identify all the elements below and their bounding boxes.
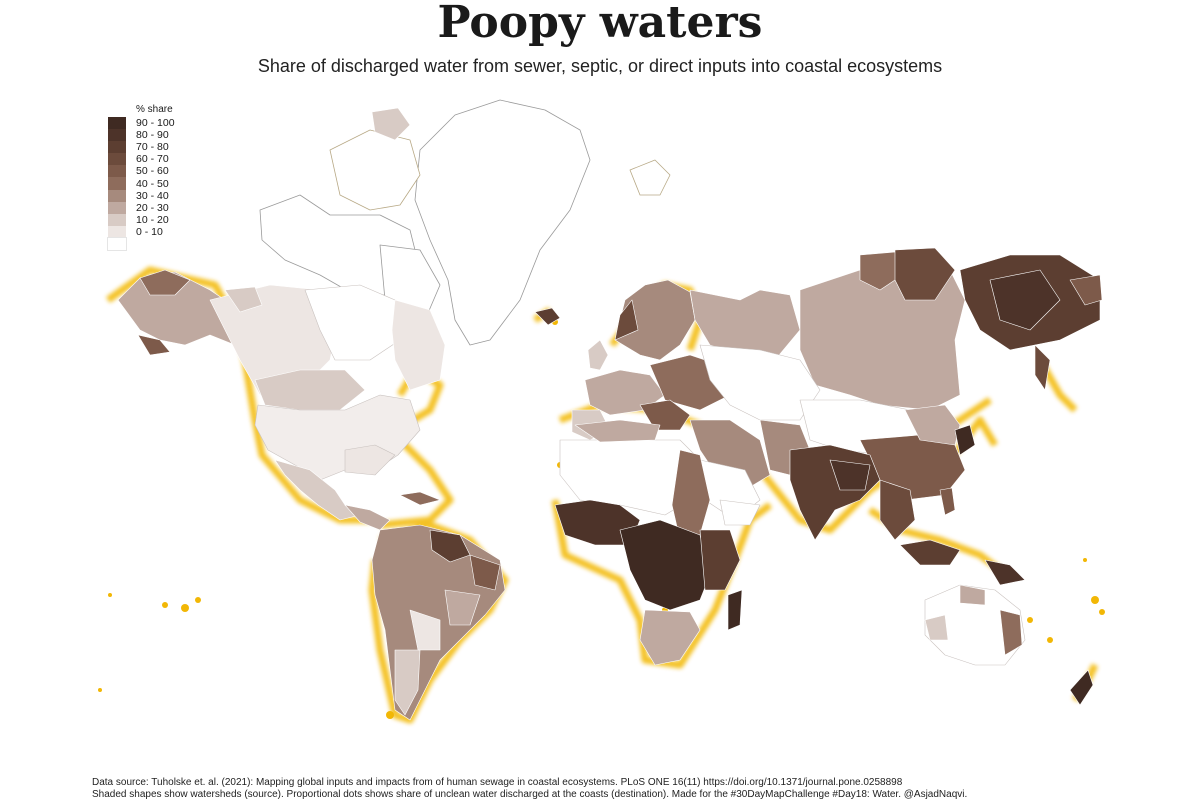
legend-title: % share [136,104,173,115]
legend-swatch [108,153,126,166]
footer: Data source: Tuholske et. al. (2021): Ma… [92,777,1192,801]
legend-item: 30 - 40 [108,189,175,202]
region-argentina [409,609,441,651]
region-southeast-asia [879,479,916,541]
legend-item: 0 - 10 [108,225,175,238]
legend-label: 10 - 20 [136,213,169,226]
region-russia-lena [989,269,1061,331]
legend-item: 70 - 80 [108,141,175,154]
legend-swatch [107,236,127,252]
region-caribbean [399,491,441,506]
legend-label: 0 - 10 [136,225,163,238]
region-alaska-north [139,269,191,296]
legend-swatch [108,201,126,214]
region-new-zealand [1069,669,1094,706]
legend-swatch [108,141,126,154]
map-subtitle: Share of discharged water from sewer, se… [257,56,943,76]
legend-label: 20 - 30 [136,201,169,214]
region-middle-east [689,419,771,491]
region-canada-prairie [254,369,366,411]
region-east-africa [699,529,741,591]
region-arctic-canada [329,129,421,211]
region-svalbard [629,159,671,196]
region-australia-north [959,584,986,606]
region-chukotka [1069,274,1103,306]
legend-label: 50 - 60 [136,165,169,178]
legend-item: 10 - 20 [108,213,175,226]
legend-swatch [108,117,126,130]
legend-item: 60 - 70 [108,153,175,166]
region-australia-west [924,614,949,641]
region-uk [587,339,609,371]
legend-swatch [108,213,126,226]
region-amazon-east [429,529,471,563]
legend-label: 90 - 100 [136,117,175,130]
region-canada-nw [224,286,263,313]
legend-item [107,236,175,252]
region-ellesmere-brown [371,107,411,141]
region-central-america [344,504,391,531]
legend-swatch [108,177,126,190]
region-brazil-se [444,589,481,626]
region-patagonia [394,649,421,716]
region-southern-africa [639,609,701,666]
footer-source: Data source: Tuholske et. al. (2021): Ma… [92,777,903,788]
legend-swatch [108,129,126,142]
legend-label: 30 - 40 [136,189,169,202]
legend-label: 40 - 50 [136,177,169,190]
region-madagascar [727,589,743,631]
region-brazil-ne [469,554,501,591]
legend-label: 60 - 70 [136,153,169,166]
region-mexico [274,459,361,521]
legend-label: 80 - 90 [136,129,169,142]
region-norway [614,299,639,341]
region-alaska-southwest [137,334,171,356]
region-kazakhstan [699,344,821,421]
region-ganges [829,459,871,491]
region-russia-west [689,289,801,361]
region-new-guinea [984,559,1026,586]
legend-item: 40 - 50 [108,177,175,190]
region-iceland [534,307,561,326]
region-central-africa [619,519,711,611]
region-indonesia [899,539,961,566]
region-canada-hudson-east [391,299,446,391]
legend-swatch [108,165,126,178]
legend-swatch [108,189,126,202]
region-horn [719,499,761,526]
region-canada-central [304,284,401,361]
region-australia [924,584,1026,666]
region-usa-southeast [344,444,396,476]
region-maghreb [574,419,661,443]
region-korea-japan [954,424,976,456]
legend-item: 90 - 100 [108,117,175,130]
region-philippines [939,487,956,516]
legend-label: 70 - 80 [136,141,169,154]
region-russia-yenisei [894,247,956,301]
legend-item: 20 - 30 [108,201,175,214]
map-title: Poopy waters [437,0,763,48]
region-russia-kamchatka [1034,344,1051,391]
region-greenland [414,99,591,346]
legend-item: 50 - 60 [108,165,175,178]
footer-note: Shaded shapes show watersheds (source). … [92,789,968,800]
legend: % share 90 - 100 80 - 90 70 - 80 60 - 70 50 … [107,104,175,252]
legend-item: 80 - 90 [108,129,175,142]
legend-swatch [108,225,126,238]
region-australia-east [999,609,1023,656]
